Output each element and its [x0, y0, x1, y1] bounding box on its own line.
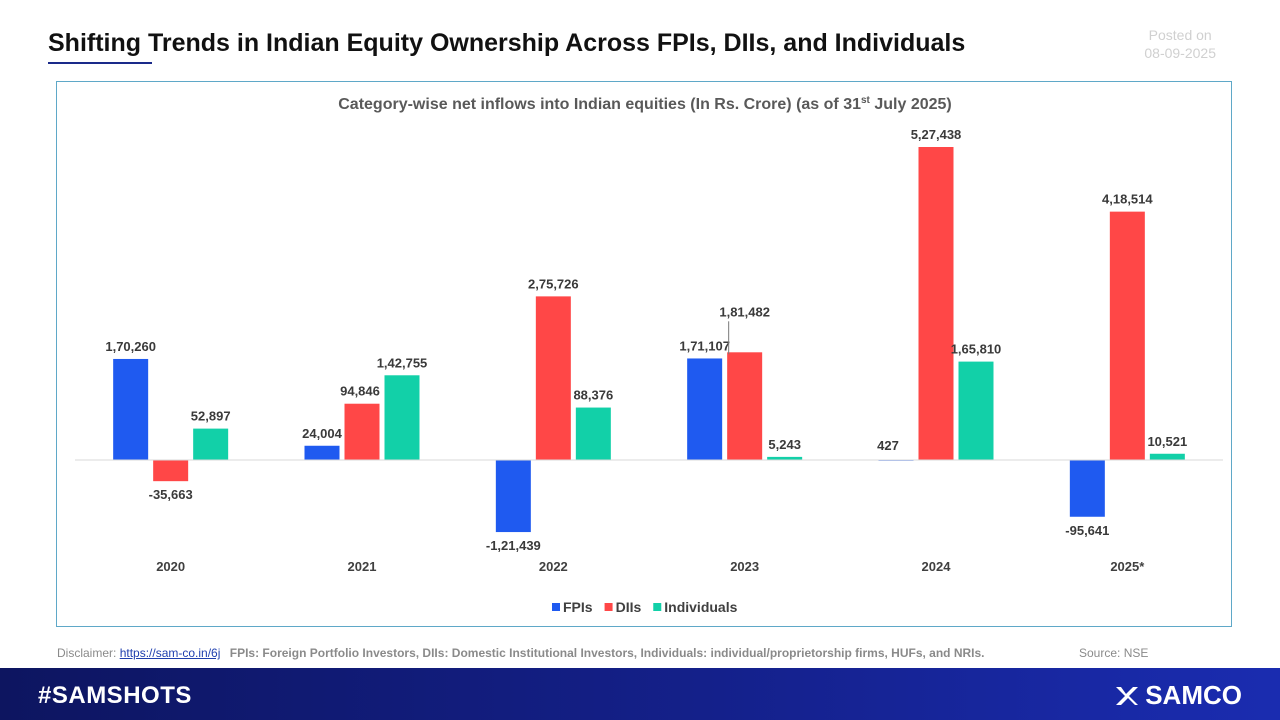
- bar-individuals-2025: [1149, 453, 1185, 460]
- data-label-individuals-2020: 52,897: [191, 409, 231, 424]
- chart-title-end: July 2025): [870, 96, 952, 113]
- bar-diis-2021: [344, 403, 380, 460]
- samco-logo[interactable]: SAMCO: [1113, 680, 1242, 711]
- legend-swatch-fpis: [552, 603, 560, 611]
- disclaimer-link[interactable]: https://sam-co.in/6j: [119, 646, 221, 660]
- data-label-fpis-2023: 1,71,107: [679, 338, 730, 353]
- posted-date: Posted on 08-09-2025: [1144, 26, 1216, 62]
- samco-logo-text: SAMCO: [1145, 680, 1242, 710]
- samco-logo-icon: [1116, 686, 1139, 705]
- bar-fpis-2025: [1069, 460, 1105, 517]
- data-label-fpis-2025: -95,641: [1065, 523, 1109, 538]
- bar-diis-2025: [1109, 211, 1145, 460]
- bar-fpis-2021: [304, 445, 340, 460]
- bar-fpis-2023: [687, 358, 723, 460]
- bar-diis-2020: [153, 460, 189, 482]
- title-underline: [48, 62, 152, 64]
- data-label-diis-2022: 2,75,726: [528, 276, 579, 291]
- bar-diis-2024: [918, 147, 954, 460]
- bar-fpis-2020: [113, 358, 149, 460]
- x-tick-label-2021: 2021: [348, 559, 377, 574]
- posted-label: Posted on: [1148, 27, 1212, 43]
- bar-individuals-2022: [575, 407, 611, 460]
- data-label-fpis-2024: 427: [877, 438, 899, 453]
- data-label-fpis-2022: -1,21,439: [486, 538, 541, 553]
- legend-label-diis: DIIs: [616, 599, 642, 615]
- data-label-diis-2023: 1,81,482: [719, 304, 770, 319]
- legend-swatch-individuals: [653, 603, 662, 611]
- legend-label-individuals: Individuals: [664, 599, 737, 615]
- bar-diis-2022: [535, 296, 571, 460]
- disclaimer: Disclaimer: https://sam-co.in/6j FPIs: F…: [57, 646, 985, 660]
- data-label-diis-2024: 5,27,438: [911, 127, 962, 142]
- data-label-individuals-2021: 1,42,755: [377, 355, 428, 370]
- bar-individuals-2023: [767, 456, 803, 460]
- chart-title: Category-wise net inflows into Indian eq…: [338, 95, 951, 113]
- data-label-fpis-2020: 1,70,260: [105, 339, 156, 354]
- legend-swatch-diis: [604, 603, 613, 611]
- data-label-individuals-2023: 5,243: [768, 437, 801, 452]
- data-label-diis-2020: -35,663: [149, 487, 193, 502]
- chart-title-main: Category-wise net inflows into Indian eq…: [338, 96, 861, 113]
- posted-date-value: 08-09-2025: [1144, 45, 1216, 61]
- source-text: Source: NSE: [1079, 646, 1149, 660]
- x-tick-label-2020: 2020: [156, 559, 185, 574]
- page-title: Shifting Trends in Indian Equity Ownersh…: [48, 29, 966, 57]
- legend-label-fpis: FPIs: [563, 599, 593, 615]
- hashtag-samshots: #SAMSHOTS: [38, 682, 192, 709]
- data-label-diis-2025: 4,18,514: [1102, 192, 1153, 207]
- x-tick-label-2024: 2024: [922, 559, 952, 574]
- x-tick-label-2025: 2025*: [1110, 559, 1145, 574]
- data-label-individuals-2022: 88,376: [573, 388, 613, 403]
- definitions-text: FPIs: Foreign Portfolio Investors, DIIs:…: [229, 646, 985, 660]
- data-label-fpis-2021: 24,004: [302, 426, 343, 441]
- disclaimer-label: Disclaimer:: [57, 646, 117, 660]
- bar-chart: Category-wise net inflows into Indian eq…: [75, 95, 1223, 615]
- x-tick-label-2022: 2022: [539, 559, 568, 574]
- bar-individuals-2024: [958, 361, 994, 460]
- bar-individuals-2020: [193, 428, 229, 460]
- data-label-individuals-2025: 10,521: [1147, 434, 1187, 449]
- bar-individuals-2021: [384, 375, 420, 460]
- data-label-individuals-2024: 1,65,810: [951, 342, 1002, 357]
- chart-panel: Category-wise net inflows into Indian eq…: [56, 81, 1232, 627]
- chart-title-sup: st: [861, 95, 871, 106]
- bar-fpis-2022: [495, 460, 531, 533]
- data-label-diis-2021: 94,846: [340, 384, 380, 399]
- bar-diis-2023: [727, 352, 763, 460]
- x-tick-label-2023: 2023: [730, 559, 759, 574]
- footer-bar: #SAMSHOTS SAMCO: [0, 668, 1280, 720]
